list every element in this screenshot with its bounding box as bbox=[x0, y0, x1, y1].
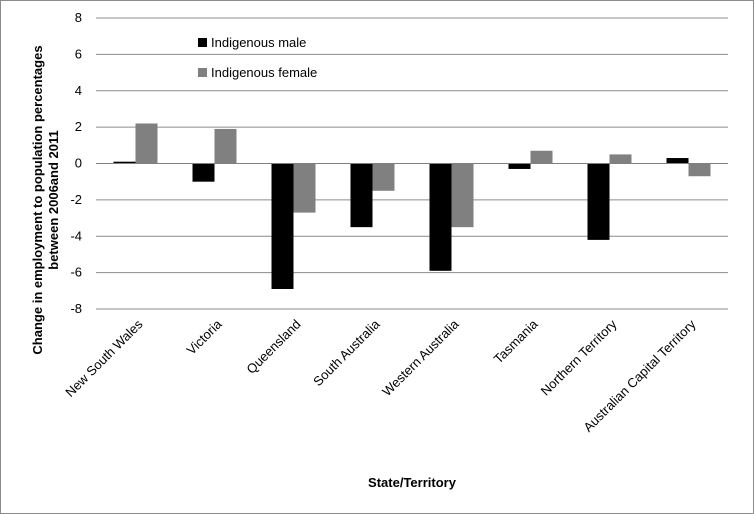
legend-label-indigenous-male: Indigenous male bbox=[211, 35, 306, 50]
bars bbox=[113, 123, 711, 289]
x-category-label-tasmania: Tasmania bbox=[491, 316, 541, 366]
x-category-label-northern-territory: Northern Territory bbox=[538, 316, 620, 398]
bar-indigenous-female-northern-territory bbox=[609, 154, 632, 164]
x-category-label-queensland: Queensland bbox=[243, 317, 303, 377]
x-category-label-new-south-wales: New South Wales bbox=[62, 316, 146, 400]
bar-indigenous-male-queensland bbox=[271, 163, 294, 289]
legend: Indigenous male Indigenous female bbox=[198, 35, 317, 80]
y-tick-label: 0 bbox=[75, 156, 82, 171]
y-tick-label: 4 bbox=[75, 83, 82, 98]
x-axis-title: State/Territory bbox=[368, 475, 457, 490]
y-tick-label: -6 bbox=[70, 265, 82, 280]
y-tick-label: 8 bbox=[75, 10, 82, 25]
bar-indigenous-female-tasmania bbox=[530, 150, 553, 164]
bar-indigenous-male-south-australia bbox=[350, 163, 373, 228]
y-tick-label: -8 bbox=[70, 301, 82, 316]
bar-indigenous-male-victoria bbox=[192, 163, 215, 182]
y-axis-title-line-1: Change in employment to population perce… bbox=[30, 45, 45, 354]
legend-swatch-indigenous-female bbox=[198, 68, 207, 77]
bar-indigenous-male-western-australia bbox=[429, 163, 452, 271]
bar-indigenous-male-australian-capital-territory bbox=[666, 158, 689, 164]
bar-indigenous-male-northern-territory bbox=[587, 163, 610, 240]
bar-indigenous-male-new-south-wales bbox=[113, 161, 136, 164]
bar-indigenous-male-tasmania bbox=[508, 163, 531, 169]
legend-label-indigenous-female: Indigenous female bbox=[211, 65, 317, 80]
x-category-label-western-australia: Western Australia bbox=[379, 316, 462, 399]
y-axis-tick-labels: 8 6 4 2 0 -2 -4 -6 -8 bbox=[70, 10, 82, 316]
y-tick-label: 2 bbox=[75, 119, 82, 134]
y-tick-label: 6 bbox=[75, 46, 82, 61]
bar-indigenous-female-australian-capital-territory bbox=[688, 163, 711, 177]
y-tick-label: -4 bbox=[70, 228, 82, 243]
y-axis-title-line-2: between 2006and 2011 bbox=[46, 130, 61, 269]
bar-indigenous-female-south-australia bbox=[372, 163, 395, 191]
legend-swatch-indigenous-male bbox=[198, 38, 207, 47]
bar-indigenous-female-victoria bbox=[214, 128, 237, 164]
x-category-label-south-australia: South Australia bbox=[310, 316, 383, 389]
category-labels: New South Wales Victoria Queensland South A… bbox=[62, 316, 699, 435]
bar-indigenous-female-western-australia bbox=[451, 163, 474, 228]
bar-indigenous-female-queensland bbox=[293, 163, 316, 213]
bar-indigenous-female-new-south-wales bbox=[135, 123, 158, 164]
y-tick-label: -2 bbox=[70, 192, 82, 207]
x-category-label-victoria: Victoria bbox=[184, 316, 226, 358]
gridlines bbox=[96, 17, 728, 310]
